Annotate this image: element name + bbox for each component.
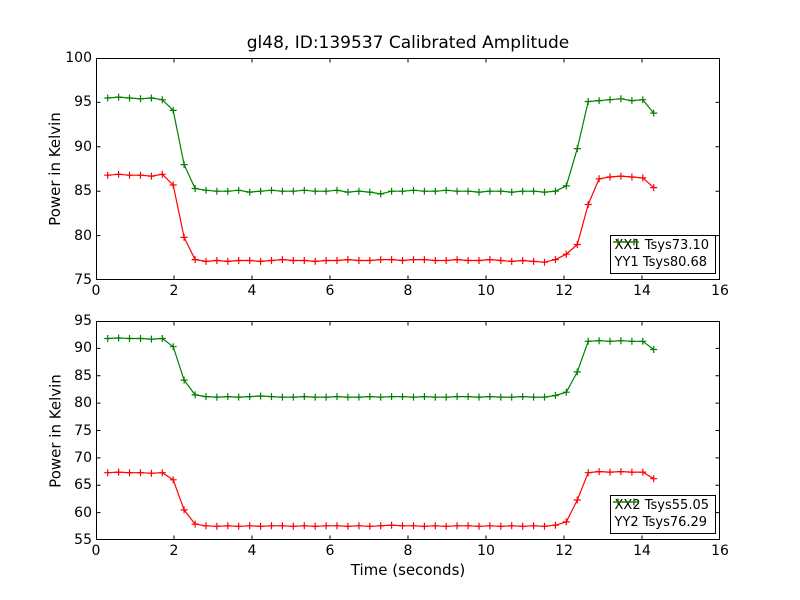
y-tick-label: 90 xyxy=(74,340,92,357)
axis-ticks xyxy=(96,58,720,280)
x-tick-label: 0 xyxy=(91,283,101,299)
legend: XX2 Tsys55.05 YY2 Tsys76.29 xyxy=(609,495,716,534)
x-tick-label: 6 xyxy=(325,283,335,299)
y-tick-label: 95 xyxy=(74,313,92,329)
y-axis-label: Power in Kelvin xyxy=(46,112,64,226)
legend-line-sample xyxy=(612,238,639,246)
series-markers-XX2 xyxy=(104,468,658,530)
x-tick-label: 8 xyxy=(403,283,413,299)
series-line-YY1 xyxy=(107,96,655,195)
y-tick-label: 75 xyxy=(74,272,92,288)
subplot-2-axes: 0 2 4 6 8 10 12 14 16 55 60 65 70 75 80 85 90 95 Power in … xyxy=(46,313,729,579)
x-tick-label: 16 xyxy=(711,543,729,559)
y-tick-label: 80 xyxy=(74,227,92,244)
y-tick-label: 85 xyxy=(74,183,92,200)
legend-line-sample xyxy=(612,498,639,506)
legend-label: YY1 Tsys80.68 xyxy=(614,255,708,270)
series-markers-YY2 xyxy=(104,334,658,401)
x-tick-label: 10 xyxy=(477,543,495,559)
x-tick-label: 10 xyxy=(477,283,495,299)
plot-area-2 xyxy=(96,321,720,540)
series-markers-XX1 xyxy=(104,170,658,266)
y-axis-label: Power in Kelvin xyxy=(46,373,64,488)
y-tick-label: 75 xyxy=(74,422,92,439)
x-tick-label: 2 xyxy=(169,543,179,559)
series-line-XX1 xyxy=(107,173,655,263)
y-tick-label: 65 xyxy=(74,477,92,494)
x-tick-label: 12 xyxy=(555,283,573,299)
x-axis-label: Time (seconds) xyxy=(350,561,466,579)
axes-frame xyxy=(96,58,720,280)
y-tick-label: 70 xyxy=(74,449,92,466)
x-tick-label: 16 xyxy=(711,283,729,299)
x-tick-label: 0 xyxy=(91,543,101,559)
legend-entry: YY2 Tsys76.29 xyxy=(612,498,709,531)
axes-frame xyxy=(96,321,720,540)
x-tick-label: 2 xyxy=(169,283,179,299)
x-tick-label: 4 xyxy=(247,543,257,559)
plot-area-1 xyxy=(96,58,720,280)
series-line-XX2 xyxy=(107,470,655,527)
legend-label: YY2 Tsys76.29 xyxy=(614,515,708,530)
series-markers-YY1 xyxy=(104,93,658,198)
x-tick-label: 14 xyxy=(633,283,651,299)
y-tick-label: 55 xyxy=(74,532,92,548)
y-tick-label: 80 xyxy=(74,395,92,412)
subplot-1-axes: 0 2 4 6 8 10 12 14 16 75 80 85 90 95 100 Power in Kelvi… xyxy=(46,50,729,299)
legend: XX1 Tsys73.10 YY1 Tsys80.68 xyxy=(609,235,716,274)
y-tick-label: 60 xyxy=(74,504,92,521)
chart-title: gl48, ID:139537 Calibrated Amplitude xyxy=(246,33,570,53)
legend-entry: YY1 Tsys80.68 xyxy=(612,238,709,271)
axis-ticks xyxy=(96,321,720,540)
x-tick-label: 8 xyxy=(403,543,413,559)
y-tick-label: 95 xyxy=(74,94,92,111)
x-tick-label: 12 xyxy=(555,543,573,559)
x-tick-label: 14 xyxy=(633,543,651,559)
y-tick-label: 85 xyxy=(74,367,92,384)
y-tick-label: 100 xyxy=(65,50,92,66)
x-tick-label: 6 xyxy=(325,543,335,559)
series-line-YY2 xyxy=(107,337,655,398)
y-tick-label: 90 xyxy=(74,138,92,155)
x-tick-label: 4 xyxy=(247,283,257,299)
